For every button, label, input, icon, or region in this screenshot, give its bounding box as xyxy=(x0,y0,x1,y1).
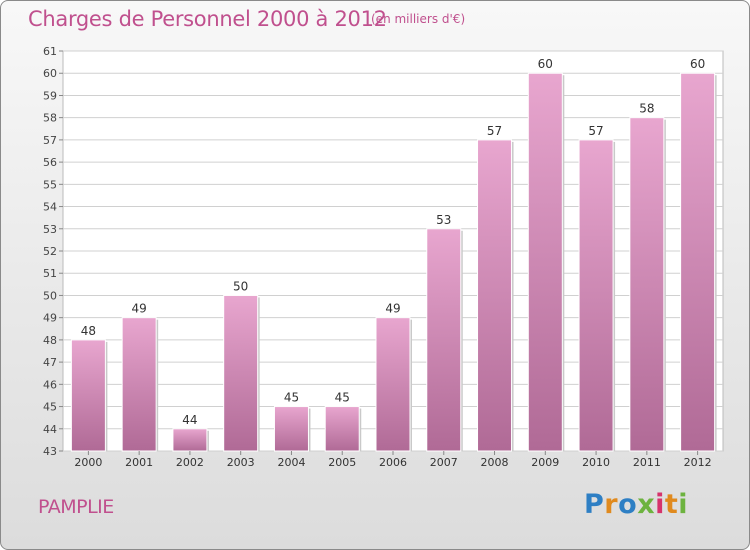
x-tick-label: 2009 xyxy=(531,456,559,469)
logo-letter: r xyxy=(604,489,619,520)
y-axis: 43 44 45 46 47 48 49 50 51 52 53 54 55 56 57 58 59 60 61 xyxy=(43,45,63,458)
y-tick-label: 43 xyxy=(43,445,57,458)
logo-letter: x xyxy=(637,489,656,520)
logo-letter: t xyxy=(664,489,679,520)
x-tick-label: 2007 xyxy=(430,456,458,469)
bar xyxy=(375,317,411,452)
commune-name: PAMPLIE xyxy=(38,496,114,518)
logo-letter: i xyxy=(655,489,665,520)
y-tick-label: 44 xyxy=(43,423,57,436)
data-label: 53 xyxy=(436,213,451,227)
y-tick-label: 61 xyxy=(43,45,57,58)
data-label: 57 xyxy=(588,124,603,138)
chart-subtitle: (en milliers d'€) xyxy=(371,12,466,26)
y-tick-label: 59 xyxy=(43,89,57,102)
data-label: 45 xyxy=(335,391,350,405)
bar-layer xyxy=(70,72,717,452)
x-tick-label: 2012 xyxy=(684,456,712,469)
data-label: 45 xyxy=(284,391,299,405)
x-tick-label: 2001 xyxy=(125,456,153,469)
bar xyxy=(527,72,563,452)
y-tick-label: 48 xyxy=(43,334,57,347)
x-tick-label: 2011 xyxy=(633,456,661,469)
y-tick-label: 46 xyxy=(43,378,57,391)
x-tick-label: 2006 xyxy=(379,456,407,469)
y-tick-label: 58 xyxy=(43,112,57,125)
x-tick-label: 2004 xyxy=(277,456,305,469)
y-tick-label: 56 xyxy=(43,156,57,169)
data-label: 60 xyxy=(538,57,553,71)
proxiti-logo[interactable]: Proxiti xyxy=(584,489,688,520)
y-tick-label: 50 xyxy=(43,289,57,302)
y-tick-label: 60 xyxy=(43,67,57,80)
bar xyxy=(426,228,462,452)
x-tick-label: 2003 xyxy=(227,456,255,469)
bar xyxy=(70,339,106,452)
x-tick-label: 2005 xyxy=(328,456,356,469)
data-label: 57 xyxy=(487,124,502,138)
bar xyxy=(121,317,157,452)
y-tick-label: 49 xyxy=(43,312,57,325)
data-labels: 48 49 44 50 45 45 49 53 57 60 57 58 60 xyxy=(81,57,706,427)
y-tick-label: 52 xyxy=(43,245,57,258)
x-tick-label: 2000 xyxy=(74,456,102,469)
y-tick-label: 45 xyxy=(43,401,57,414)
data-label: 60 xyxy=(690,57,705,71)
x-tick-label: 2002 xyxy=(176,456,204,469)
bar xyxy=(172,428,208,452)
data-label: 50 xyxy=(233,279,248,293)
bar xyxy=(273,406,309,452)
logo-letter: o xyxy=(618,489,638,520)
bar xyxy=(324,406,360,452)
logo-letter: P xyxy=(584,489,605,520)
x-tick-label: 2010 xyxy=(582,456,610,469)
x-tick-label: 2008 xyxy=(481,456,509,469)
bar xyxy=(223,294,259,452)
bar xyxy=(578,139,614,452)
data-label: 49 xyxy=(385,302,400,316)
bar xyxy=(680,72,716,452)
chart-title: Charges de Personnel 2000 à 2012 xyxy=(28,7,387,31)
data-label: 44 xyxy=(182,413,197,427)
bar xyxy=(477,139,513,452)
bar xyxy=(629,117,665,452)
y-tick-label: 51 xyxy=(43,267,57,280)
y-tick-label: 57 xyxy=(43,134,57,147)
y-tick-label: 54 xyxy=(43,201,57,214)
y-tick-label: 55 xyxy=(43,178,57,191)
y-tick-label: 47 xyxy=(43,356,57,369)
logo-letter: i xyxy=(678,489,689,520)
y-tick-label: 53 xyxy=(43,223,57,236)
data-label: 48 xyxy=(81,324,96,338)
data-label: 58 xyxy=(639,102,654,116)
data-label: 49 xyxy=(132,302,147,316)
x-axis: 2000 2001 2002 2003 2004 2005 2006 2007 2008 2009… xyxy=(74,451,712,469)
